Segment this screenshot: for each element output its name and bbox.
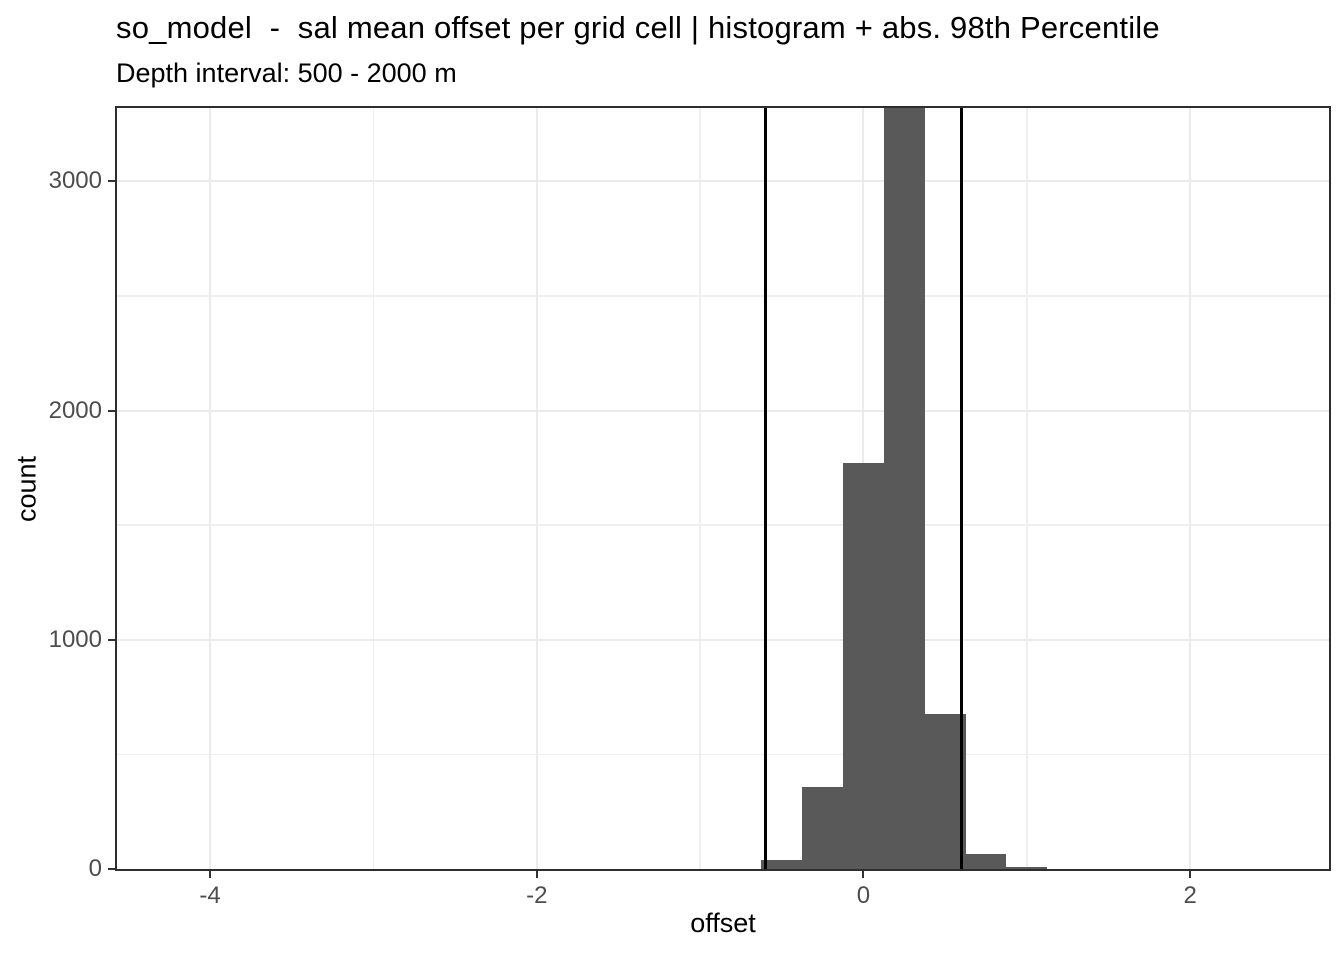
histogram-bar: [761, 859, 803, 869]
gridline-major-vertical: [535, 108, 538, 869]
gridline-major-vertical: [1189, 108, 1192, 869]
y-axis-tick: [108, 409, 115, 412]
histogram-bar: [924, 713, 966, 869]
y-axis-tick: [108, 868, 115, 870]
y-tick-label: 3000: [48, 167, 102, 195]
y-tick-label: 2000: [48, 396, 102, 424]
y-axis-tick: [108, 638, 115, 641]
x-tick-label: 0: [856, 882, 871, 909]
gridline-minor-vertical: [699, 108, 701, 869]
gridline-minor-horizontal: [117, 753, 1329, 756]
plot-subtitle: Depth interval: 500 - 2000 m: [116, 58, 457, 88]
histogram-bar: [802, 787, 844, 869]
gridline-major-horizontal: [117, 180, 1329, 183]
y-tick-label: 1000: [48, 625, 102, 653]
x-tick-label: -2: [526, 882, 548, 909]
gridline-major-horizontal: [117, 638, 1329, 641]
x-axis-tick: [1189, 871, 1192, 878]
y-axis-title: count: [11, 455, 42, 523]
x-axis-tick: [209, 871, 212, 878]
gridline-minor-vertical: [1026, 108, 1028, 869]
gridline-major-vertical: [209, 108, 212, 869]
histogram-bar: [1006, 866, 1048, 869]
gridline-minor-horizontal: [117, 524, 1329, 526]
x-axis-tick: [862, 871, 865, 878]
gridline-major-horizontal: [117, 409, 1329, 412]
x-tick-label: -4: [199, 882, 221, 909]
x-axis-title: offset: [690, 908, 756, 938]
y-tick-label: 0: [88, 855, 102, 882]
x-axis-tick: [535, 871, 538, 878]
percentile-line: [764, 108, 767, 869]
percentile-line: [960, 108, 963, 869]
plot-panel: [115, 106, 1331, 871]
histogram-bar: [883, 108, 925, 869]
histogram-bar: [843, 462, 884, 869]
y-axis-tick: [108, 180, 115, 183]
plot-title: so_model - sal mean offset per grid cell…: [116, 10, 1160, 45]
gridline-minor-vertical: [372, 108, 375, 869]
x-tick-label: 2: [1183, 882, 1197, 909]
histogram-bar: [965, 854, 1007, 869]
gridline-minor-horizontal: [117, 295, 1329, 297]
